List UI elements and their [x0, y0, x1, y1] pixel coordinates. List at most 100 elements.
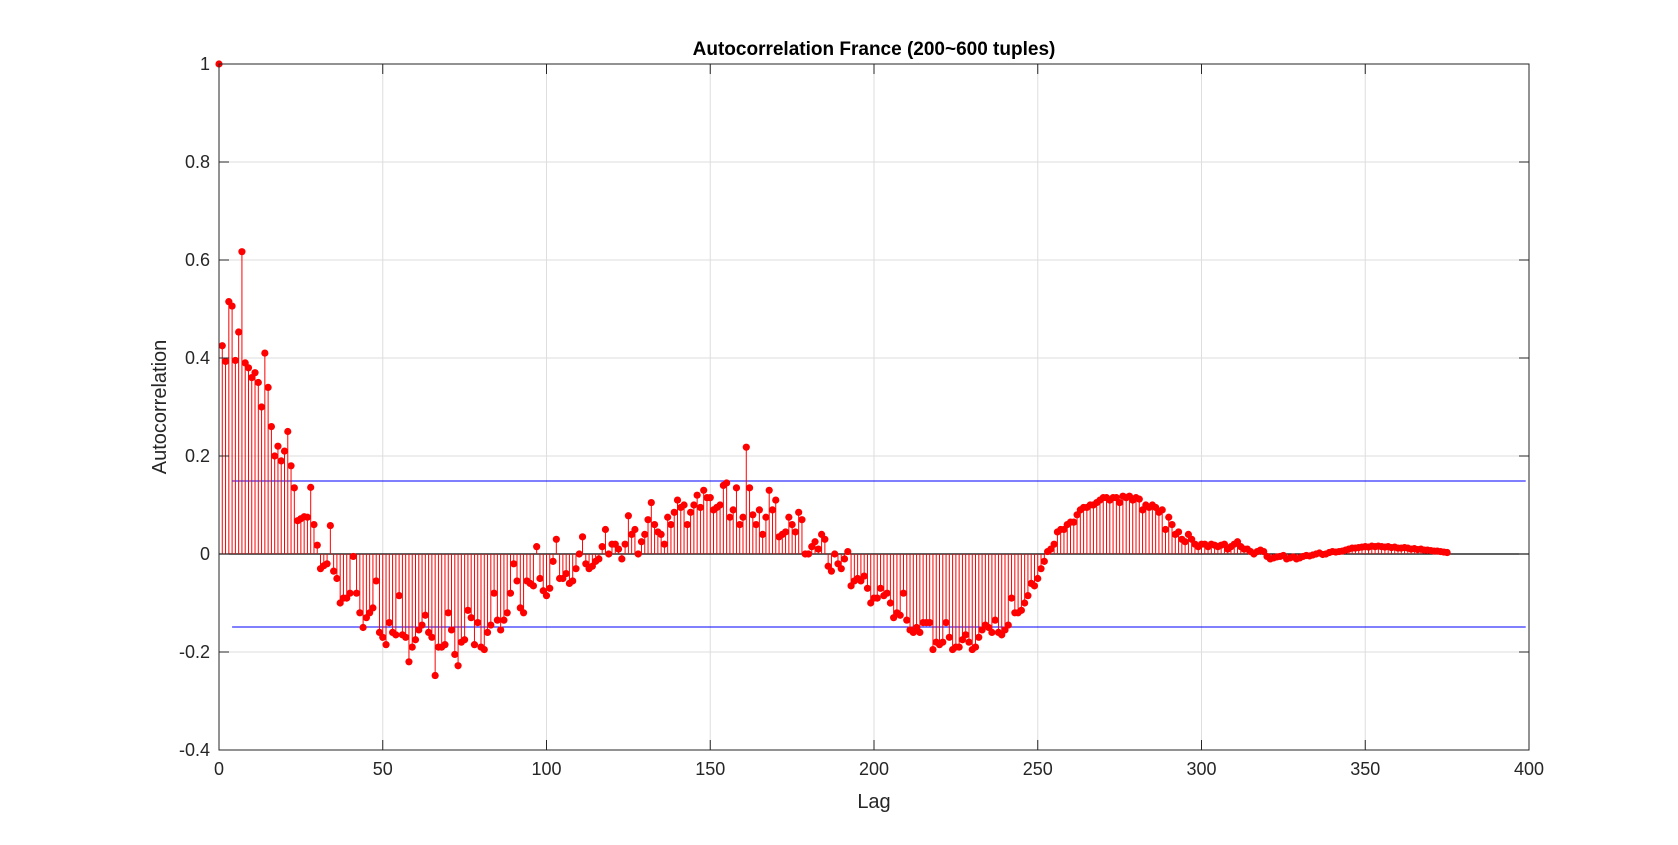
- confidence-bounds: [232, 480, 1526, 628]
- marker-192: [844, 547, 852, 556]
- marker-228: [962, 631, 970, 639]
- marker-18: [274, 442, 282, 450]
- marker-168: [765, 486, 773, 494]
- marker-128: [634, 550, 642, 558]
- marker-69: [441, 641, 449, 649]
- marker-145: [690, 501, 698, 509]
- marker-77: [467, 614, 475, 622]
- marker-173: [781, 528, 790, 536]
- marker-164: [752, 521, 760, 529]
- marker-110: [575, 550, 583, 558]
- marker-44: [359, 623, 367, 632]
- marker-21: [284, 427, 292, 436]
- marker-138: [667, 521, 675, 529]
- marker-59: [408, 643, 416, 651]
- marker-57: [402, 633, 410, 641]
- marker-7: [238, 248, 246, 256]
- marker-91: [513, 577, 521, 585]
- marker-177: [795, 508, 803, 516]
- marker-124: [621, 540, 629, 548]
- marker-182: [811, 538, 819, 546]
- marker-232: [975, 633, 983, 641]
- marker-165: [755, 506, 763, 514]
- marker-221: [939, 638, 947, 646]
- marker-241: [1004, 621, 1012, 629]
- marker-188: [831, 550, 839, 558]
- marker-217: [926, 619, 934, 627]
- marker-23: [290, 484, 298, 492]
- marker-28: [307, 483, 315, 491]
- marker-133: [650, 521, 659, 529]
- marker-183: [814, 545, 822, 553]
- marker-157: [729, 506, 737, 514]
- y-tick-label-2: 0: [200, 544, 210, 564]
- marker-19: [277, 457, 285, 465]
- marker-52: [385, 619, 393, 627]
- marker-109: [572, 565, 580, 573]
- marker-86: [497, 626, 505, 634]
- marker-75: [461, 636, 469, 644]
- marker-130: [641, 530, 649, 539]
- marker-236: [988, 628, 996, 637]
- marker-100: [542, 592, 551, 600]
- marker-63: [421, 611, 429, 619]
- marker-106: [562, 570, 570, 578]
- marker-252: [1040, 557, 1048, 565]
- marker-255: [1050, 540, 1058, 548]
- marker-160: [739, 513, 747, 521]
- marker-174: [785, 513, 793, 521]
- marker-87: [500, 616, 508, 624]
- marker-71: [447, 626, 456, 634]
- marker-146: [693, 491, 701, 499]
- marker-167: [762, 513, 770, 521]
- y-tick-label-4: 0.4: [185, 348, 210, 368]
- marker-136: [660, 540, 669, 548]
- x-tick-label-7: 350: [1350, 759, 1380, 779]
- marker-246: [1021, 599, 1029, 607]
- marker-89: [506, 589, 515, 597]
- marker-281: [1135, 495, 1143, 503]
- marker-166: [759, 530, 767, 539]
- marker-156: [726, 513, 734, 521]
- marker-88: [503, 609, 511, 617]
- marker-139: [670, 508, 678, 516]
- stem-markers: [215, 60, 1451, 680]
- y-tick-label-6: 0.8: [185, 152, 210, 172]
- marker-210: [903, 616, 911, 624]
- marker-155: [723, 479, 731, 487]
- marker-43: [356, 609, 364, 617]
- marker-295: [1181, 538, 1189, 546]
- marker-129: [637, 538, 646, 546]
- marker-103: [552, 535, 560, 543]
- marker-293: [1174, 528, 1183, 536]
- marker-40: [346, 589, 354, 597]
- marker-137: [664, 513, 672, 521]
- marker-291: [1168, 521, 1176, 529]
- marker-1: [218, 342, 226, 350]
- marker-245: [1017, 606, 1025, 614]
- marker-20: [280, 447, 289, 455]
- marker-4: [228, 302, 236, 310]
- marker-85: [493, 616, 501, 624]
- marker-17: [271, 452, 279, 460]
- chart-title: Autocorrelation France (200~600 tuples): [693, 39, 1056, 60]
- marker-79: [474, 619, 482, 627]
- marker-161: [742, 443, 750, 451]
- marker-226: [955, 643, 963, 651]
- marker-288: [1158, 506, 1166, 514]
- marker-98: [536, 574, 544, 583]
- marker-50: [379, 633, 387, 641]
- marker-76: [464, 606, 472, 614]
- marker-16: [267, 423, 275, 431]
- marker-187: [827, 567, 836, 575]
- marker-247: [1024, 592, 1032, 600]
- marker-180: [804, 550, 813, 558]
- marker-208: [896, 611, 904, 619]
- marker-197: [860, 572, 868, 580]
- marker-108: [569, 577, 577, 585]
- marker-72: [451, 650, 459, 659]
- y-axis-ticks: -0.4 -0.2 0 0.2 0.4 0.6 0.8 1: [179, 54, 1529, 760]
- marker-229: [965, 638, 973, 646]
- marker-73: [454, 662, 462, 670]
